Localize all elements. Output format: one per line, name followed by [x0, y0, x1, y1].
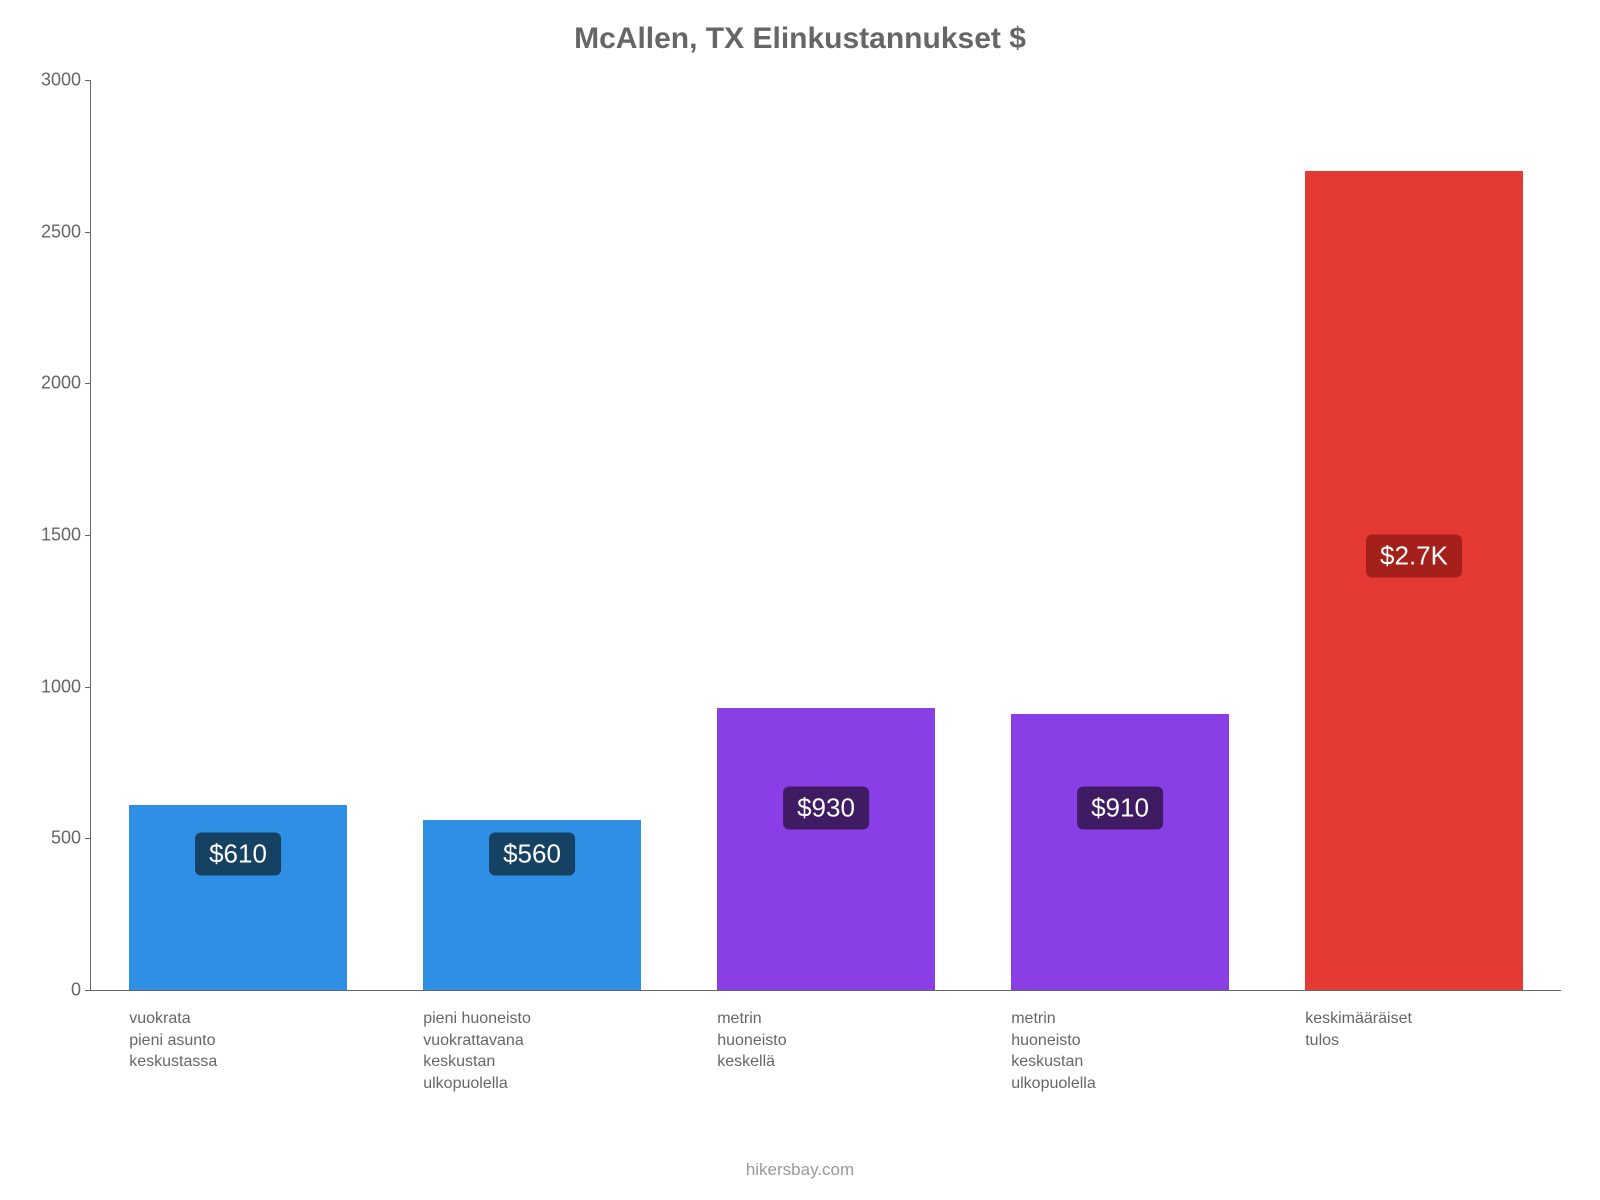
bar	[1011, 714, 1229, 990]
y-tick-mark	[85, 838, 91, 839]
y-tick-label: 3000	[41, 70, 91, 91]
y-tick-mark	[85, 687, 91, 688]
x-tick-label: pieni huoneisto vuokrattavana keskustan …	[423, 990, 641, 1094]
plot-area: 050010001500200025003000$610vuokrata pie…	[90, 80, 1561, 991]
x-tick-label: metrin huoneisto keskellä	[717, 990, 935, 1073]
y-tick-label: 2000	[41, 373, 91, 394]
bar	[717, 708, 935, 990]
y-tick-mark	[85, 990, 91, 991]
bar	[1305, 171, 1523, 990]
x-tick-label: keskimääräiset tulos	[1305, 990, 1523, 1051]
y-tick-mark	[85, 535, 91, 536]
value-badge: $610	[195, 832, 281, 875]
x-tick-label: vuokrata pieni asunto keskustassa	[129, 990, 347, 1073]
y-tick-label: 1500	[41, 525, 91, 546]
value-badge: $2.7K	[1366, 535, 1462, 578]
y-tick-mark	[85, 383, 91, 384]
cost-of-living-chart: McAllen, TX Elinkustannukset $ 050010001…	[0, 0, 1600, 1200]
value-badge: $930	[783, 787, 869, 830]
y-tick-label: 2500	[41, 221, 91, 242]
value-badge: $560	[489, 832, 575, 875]
value-badge: $910	[1077, 787, 1163, 830]
chart-credit: hikersbay.com	[0, 1160, 1600, 1180]
chart-title: McAllen, TX Elinkustannukset $	[0, 22, 1600, 56]
y-tick-mark	[85, 80, 91, 81]
y-tick-mark	[85, 232, 91, 233]
x-tick-label: metrin huoneisto keskustan ulkopuolella	[1011, 990, 1229, 1094]
y-tick-label: 1000	[41, 676, 91, 697]
